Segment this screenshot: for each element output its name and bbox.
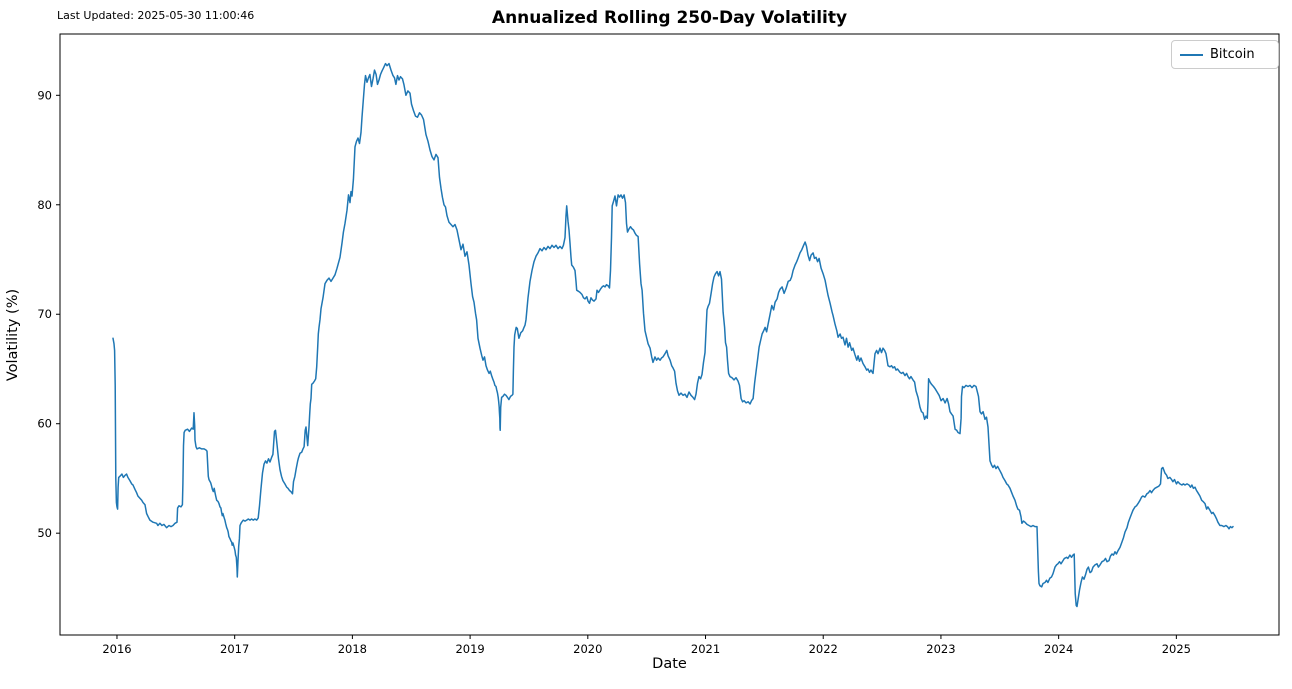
x-tick-label: 2020 <box>573 642 602 656</box>
plot-box <box>59 33 1280 636</box>
legend: Bitcoin <box>1171 40 1279 69</box>
series-line-bitcoin <box>112 62 1234 608</box>
legend-entry-label: Bitcoin <box>1210 47 1255 62</box>
chart-title: Annualized Rolling 250-Day Volatility <box>491 8 848 28</box>
legend-line-swatch-icon <box>1180 53 1203 56</box>
y-tick-label: 50 <box>37 526 52 540</box>
x-tick-label: 2016 <box>102 642 131 656</box>
x-tick-label: 2024 <box>1044 642 1073 656</box>
y-tick-label: 70 <box>37 307 52 321</box>
x-tick-label: 2025 <box>1162 642 1191 656</box>
x-tick-label: 2023 <box>926 642 955 656</box>
x-tick-label: 2017 <box>220 642 249 656</box>
last-updated-annotation: Last Updated: 2025-05-30 11:00:46 <box>57 9 255 22</box>
y-tick-label: 60 <box>37 417 52 431</box>
y-tick-label: 80 <box>37 198 52 212</box>
y-tick-label: 90 <box>37 88 52 102</box>
x-tick-label: 2018 <box>338 642 367 656</box>
x-tick-label: 2022 <box>809 642 838 656</box>
x-axis-label: Date <box>652 656 687 672</box>
x-tick-label: 2019 <box>455 642 484 656</box>
x-tick-label: 2021 <box>691 642 720 656</box>
y-axis-label: Volatility (%) <box>5 288 21 382</box>
